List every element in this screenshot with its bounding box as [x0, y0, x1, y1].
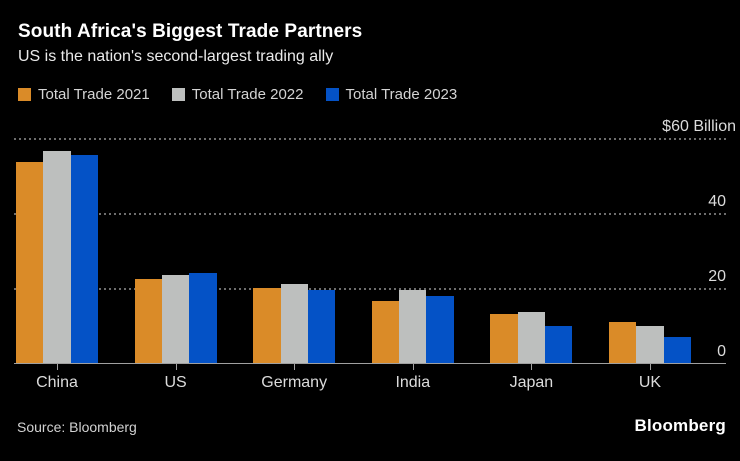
- bar-japan-2023: [545, 325, 573, 363]
- category-label-china: China: [36, 374, 78, 391]
- bar-uk-2022: [636, 325, 664, 363]
- bar-germany-2021: [253, 288, 281, 363]
- x-tick-china: [57, 363, 58, 370]
- legend-label-2023: Total Trade 2023: [345, 85, 458, 103]
- x-tick-uk: [650, 363, 651, 370]
- legend-label-2021: Total Trade 2021: [38, 85, 150, 103]
- bar-india-2021: [371, 301, 400, 363]
- y-tick-label-0: 0: [717, 343, 726, 360]
- category-label-us: US: [164, 374, 187, 391]
- legend: Total Trade 2021 Total Trade 2022 Total …: [18, 85, 479, 103]
- y-tick-label-60: $60 Billion: [662, 118, 736, 135]
- gridline-40: [14, 213, 726, 215]
- bar-japan-2022: [517, 312, 546, 363]
- x-tick-us: [175, 363, 177, 370]
- plot-area: China US Germany India Japan UK: [14, 138, 726, 391]
- chart-title: South Africa's Biggest Trade Partners: [18, 21, 363, 42]
- legend-item-2022: Total Trade 2022: [171, 85, 304, 103]
- y-tick-label-40: 40: [708, 193, 726, 210]
- x-axis-line: [14, 363, 726, 364]
- bloomberg-logo: Bloomberg: [634, 416, 726, 435]
- source-note: Source: Bloomberg: [17, 419, 137, 435]
- bar-japan-2021: [490, 314, 518, 363]
- legend-item-2021: Total Trade 2021: [18, 86, 150, 103]
- legend-swatch-2023-icon: [325, 87, 339, 101]
- x-tick-japan: [531, 363, 533, 370]
- x-tick-germany: [294, 363, 296, 370]
- bar-china-2022: [43, 151, 71, 363]
- legend-item-2023: Total Trade 2023: [325, 85, 458, 103]
- legend-label-2022: Total Trade 2022: [191, 85, 304, 103]
- category-label-germany: Germany: [261, 374, 328, 391]
- category-label-japan: Japan: [509, 374, 554, 391]
- gridline-20: [14, 288, 726, 290]
- x-tick-india: [412, 363, 414, 370]
- category-label-india: India: [395, 374, 431, 391]
- bar-us-2022: [161, 274, 190, 363]
- bar-india-2023: [426, 295, 454, 363]
- bar-us-2023: [189, 273, 217, 363]
- legend-swatch-2021-icon: [18, 87, 31, 101]
- chart-subtitle: US is the nation's second-largest tradin…: [18, 48, 334, 65]
- bar-germany-2023: [307, 289, 336, 363]
- bar-us-2021: [134, 278, 162, 363]
- legend-swatch-2022-icon: [171, 87, 185, 101]
- y-tick-label-20: 20: [708, 268, 726, 285]
- bar-india-2022: [399, 289, 427, 363]
- bar-china-2021: [16, 162, 44, 363]
- category-label-uk: UK: [638, 374, 662, 391]
- bar-china-2023: [70, 154, 98, 363]
- bar-uk-2023: [663, 336, 691, 363]
- gridline-60: [14, 138, 726, 140]
- bar-germany-2022: [280, 284, 308, 363]
- bar-uk-2021: [609, 321, 637, 363]
